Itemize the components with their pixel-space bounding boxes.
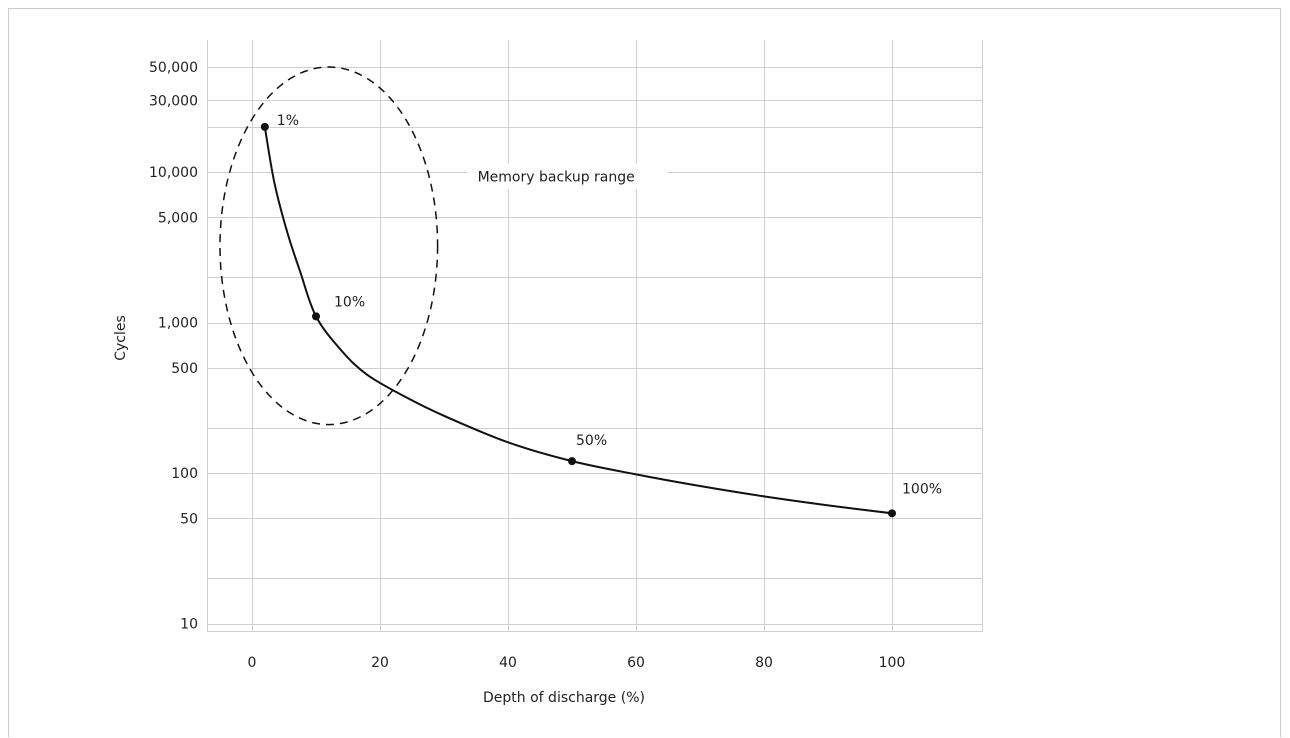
annotation-region: Memory backup range xyxy=(219,66,668,426)
y-tick-label: 5,000 xyxy=(158,210,198,226)
data-point xyxy=(568,457,576,466)
y-axis-label: Cycles xyxy=(113,315,129,361)
x-tick-label: 80 xyxy=(755,655,773,671)
x-axis-label: Depth of discharge (%) xyxy=(483,690,645,706)
data-point-label: 100% xyxy=(902,481,942,497)
cycles-curve xyxy=(263,126,893,515)
y-tick-label: 100 xyxy=(171,466,198,482)
y-tick-label: 10 xyxy=(180,617,198,633)
axes: 0 20 40 60 80 100 10 50 100 500 1,000 5,000 10,000 30… xyxy=(149,40,983,671)
memory-backup-ellipse xyxy=(219,66,439,426)
annotation-label: Memory backup range xyxy=(478,170,635,186)
x-tick-label: 40 xyxy=(499,655,517,671)
data-point-label: 10% xyxy=(334,294,365,310)
y-tick-label: 500 xyxy=(171,361,198,377)
y-tick-label: 50 xyxy=(180,511,198,527)
annotation-label-bg xyxy=(467,163,668,190)
y-tick-label: 1,000 xyxy=(158,316,198,332)
data-points: 1% 10% 50% 100% xyxy=(260,113,942,518)
x-tick-label: 20 xyxy=(371,655,389,671)
grid xyxy=(207,40,983,632)
y-tick-label: 10,000 xyxy=(149,165,198,181)
data-point-label: 1% xyxy=(277,113,299,129)
data-point-label: 50% xyxy=(576,433,607,449)
series-curve xyxy=(263,126,893,515)
x-tick-label: 60 xyxy=(627,655,645,671)
labels: Depth of discharge (%) Cycles xyxy=(113,315,645,706)
data-point xyxy=(260,122,269,131)
y-tick-label: 30,000 xyxy=(149,93,198,109)
chart-frame xyxy=(8,8,1281,737)
data-point xyxy=(312,312,320,321)
data-point xyxy=(888,509,896,518)
x-tick-label: 100 xyxy=(879,655,906,671)
y-tick-label: 50,000 xyxy=(149,60,198,76)
x-tick-label: 0 xyxy=(248,655,257,671)
